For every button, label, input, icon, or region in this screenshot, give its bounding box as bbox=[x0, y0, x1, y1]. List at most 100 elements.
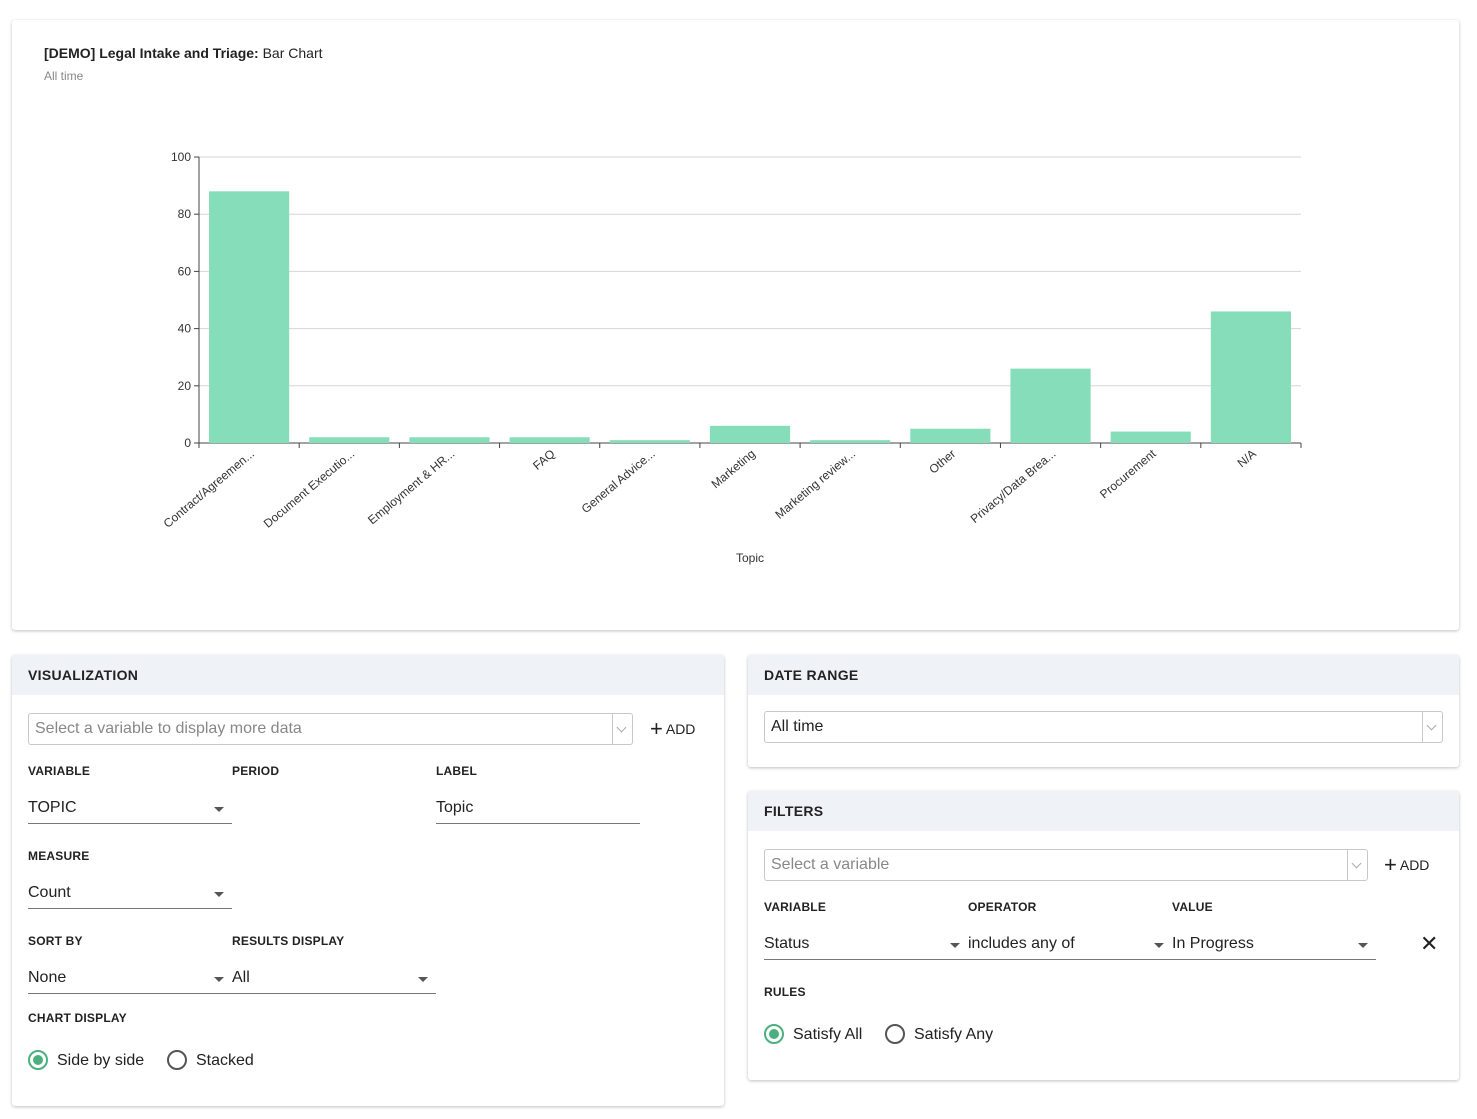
sort-by-value: None bbox=[28, 969, 67, 986]
caret-down-icon bbox=[950, 943, 960, 948]
visualization-variable-select[interactable]: Select a variable to display more data bbox=[28, 713, 633, 745]
caret-down-icon bbox=[418, 977, 428, 982]
filter-variable-dropdown[interactable]: Status bbox=[764, 930, 968, 960]
filter-operator-value: includes any of bbox=[968, 935, 1075, 952]
chart-subtitle: All time bbox=[44, 69, 84, 83]
radio-satisfy-any-label: Satisfy Any bbox=[914, 1026, 994, 1043]
visualization-panel: VISUALIZATION Select a variable to displ… bbox=[12, 655, 724, 1106]
y-tick-label: 60 bbox=[178, 264, 192, 278]
bar bbox=[810, 440, 891, 443]
y-tick-label: 100 bbox=[171, 150, 191, 164]
x-tick-label: Contract/Agreemen... bbox=[161, 447, 257, 531]
bar bbox=[910, 428, 991, 443]
y-tick-label: 80 bbox=[178, 207, 192, 221]
visualization-header: VISUALIZATION bbox=[12, 655, 724, 695]
caret-down-icon bbox=[214, 807, 224, 812]
y-tick-label: 0 bbox=[184, 436, 191, 450]
x-tick-label: Document Executio... bbox=[261, 447, 357, 531]
radio-side-by-side[interactable]: Side by side bbox=[28, 1049, 144, 1073]
bar bbox=[1210, 311, 1291, 443]
x-tick-label: General Advice... bbox=[579, 447, 658, 516]
x-tick-label: Marketing review... bbox=[772, 447, 858, 522]
bar bbox=[1010, 368, 1091, 443]
caret-down-icon bbox=[214, 892, 224, 897]
x-tick-label: FAQ bbox=[530, 447, 557, 473]
period-label: PERIOD bbox=[232, 764, 280, 778]
radio-stacked-label: Stacked bbox=[196, 1052, 254, 1069]
results-display-label: RESULTS DISPLAY bbox=[232, 934, 345, 948]
date-range-select[interactable]: All time bbox=[764, 711, 1443, 743]
chevron-down-icon bbox=[1422, 712, 1442, 742]
rules-label: RULES bbox=[764, 985, 806, 999]
filters-header: FILTERS bbox=[748, 791, 1459, 831]
x-tick-label: Procurement bbox=[1097, 446, 1159, 501]
label-input[interactable]: Topic bbox=[436, 794, 640, 824]
filter-variable-placeholder: Select a variable bbox=[771, 856, 890, 873]
measure-dropdown[interactable]: Count bbox=[28, 879, 232, 909]
measure-label: MEASURE bbox=[28, 849, 90, 863]
chart-title: [DEMO] Legal Intake and Triage: Bar Char… bbox=[44, 45, 323, 61]
radio-unchecked-icon bbox=[885, 1024, 905, 1044]
date-range-value: All time bbox=[771, 718, 824, 735]
x-tick-label: Employment & HR... bbox=[365, 447, 457, 528]
bar-chart: 0 20 40 60 80 100 Contract/Agreemen... Document… bbox=[161, 150, 1302, 565]
radio-checked-icon bbox=[764, 1024, 784, 1044]
radio-unchecked-icon bbox=[167, 1050, 187, 1070]
variable-dropdown[interactable]: TOPIC bbox=[28, 794, 232, 824]
chart-title-bold: [DEMO] Legal Intake and Triage: bbox=[44, 45, 259, 61]
bar bbox=[309, 437, 390, 443]
filter-value-dropdown[interactable]: In Progress bbox=[1172, 930, 1376, 960]
visualization-add-button[interactable]: + ADD bbox=[650, 716, 696, 741]
x-tick-label: Privacy/Data Brea... bbox=[968, 447, 1059, 526]
filter-operator-dropdown[interactable]: includes any of bbox=[968, 930, 1172, 960]
bar bbox=[509, 437, 590, 443]
plus-icon: + bbox=[650, 716, 663, 741]
caret-down-icon bbox=[1358, 943, 1368, 948]
results-display-dropdown[interactable]: All bbox=[232, 964, 436, 994]
sort-by-label: SORT BY bbox=[28, 934, 83, 948]
filter-variable-value: Status bbox=[764, 935, 810, 952]
chevron-down-icon bbox=[1347, 850, 1367, 880]
label-label: LABEL bbox=[436, 764, 477, 778]
x-axis-title: Topic bbox=[736, 551, 764, 565]
chevron-down-icon bbox=[612, 714, 632, 744]
bar bbox=[209, 191, 290, 443]
remove-filter-close-icon[interactable]: ✕ bbox=[1420, 931, 1439, 956]
date-range-panel: DATE RANGE All time bbox=[748, 655, 1459, 767]
chart-display-label: CHART DISPLAY bbox=[28, 1011, 127, 1025]
radio-satisfy-all-label: Satisfy All bbox=[793, 1026, 863, 1043]
variable-value: TOPIC bbox=[28, 799, 77, 816]
results-display-value: All bbox=[232, 969, 250, 986]
sort-by-dropdown[interactable]: None bbox=[28, 964, 232, 994]
chart-title-rest: Bar Chart bbox=[262, 45, 323, 61]
radio-checked-icon bbox=[28, 1050, 48, 1070]
filter-variable-label: VARIABLE bbox=[764, 900, 827, 914]
x-tick-label: Other bbox=[926, 447, 958, 477]
visualization-add-label: ADD bbox=[665, 721, 696, 737]
y-tick-label: 20 bbox=[178, 379, 192, 393]
filter-value-value: In Progress bbox=[1172, 935, 1254, 952]
filter-operator-label: OPERATOR bbox=[968, 900, 1037, 914]
x-tick-label: Marketing bbox=[709, 447, 758, 492]
filter-add-label: ADD bbox=[1399, 857, 1430, 873]
radio-satisfy-all[interactable]: Satisfy All bbox=[764, 1023, 862, 1047]
caret-down-icon bbox=[214, 977, 224, 982]
visualization-variable-placeholder: Select a variable to display more data bbox=[35, 720, 302, 737]
radio-side-by-side-label: Side by side bbox=[57, 1052, 145, 1069]
label-value: Topic bbox=[436, 799, 474, 816]
chart-card: [DEMO] Legal Intake and Triage: Bar Char… bbox=[12, 20, 1459, 630]
bar bbox=[409, 437, 490, 443]
filter-variable-select[interactable]: Select a variable bbox=[764, 849, 1368, 881]
caret-down-icon bbox=[1154, 943, 1164, 948]
variable-label: VARIABLE bbox=[28, 764, 91, 778]
bar bbox=[609, 440, 690, 443]
radio-satisfy-any[interactable]: Satisfy Any bbox=[885, 1023, 993, 1047]
date-range-header: DATE RANGE bbox=[748, 655, 1459, 695]
filters-panel: FILTERS Select a variable + ADD VARIABLE … bbox=[748, 791, 1459, 1080]
x-tick-label: N/A bbox=[1235, 447, 1259, 471]
filter-add-button[interactable]: + ADD bbox=[1384, 852, 1430, 877]
plus-icon: + bbox=[1384, 852, 1397, 877]
filter-value-label: VALUE bbox=[1172, 900, 1213, 914]
radio-stacked[interactable]: Stacked bbox=[167, 1049, 254, 1073]
measure-value: Count bbox=[28, 884, 71, 901]
